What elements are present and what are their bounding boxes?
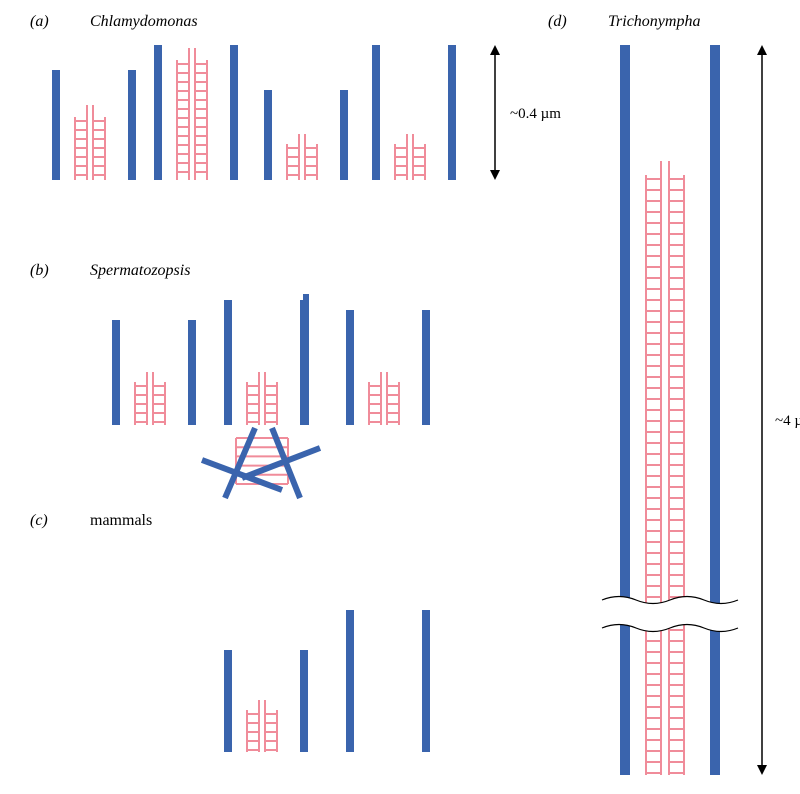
svg-text:Spermatozopsis: Spermatozopsis — [90, 262, 190, 279]
svg-text:(a): (a) — [30, 13, 49, 30]
svg-text:(d): (d) — [548, 13, 567, 30]
svg-text:~0.4 µm: ~0.4 µm — [510, 106, 561, 122]
svg-text:~4 µm: ~4 µm — [775, 413, 800, 429]
svg-text:Trichonympha: Trichonympha — [608, 13, 700, 30]
svg-text:mammals: mammals — [90, 512, 152, 529]
panel-a: (a) Chlamydomonas ~0.4 µm — [30, 13, 561, 180]
figure-canvas: (a) Chlamydomonas ~0.4 µm (b) Spermatozopsis… — [0, 0, 800, 794]
panel-d: (d) Trichonympha ~4 µm — [548, 13, 800, 775]
svg-text:(c): (c) — [30, 512, 48, 529]
panel-c: (c) mammals — [30, 512, 430, 752]
panel-b: (b) Spermatozopsis — [30, 262, 430, 498]
svg-text:Chlamydomonas: Chlamydomonas — [90, 13, 198, 30]
svg-text:(b): (b) — [30, 262, 49, 279]
